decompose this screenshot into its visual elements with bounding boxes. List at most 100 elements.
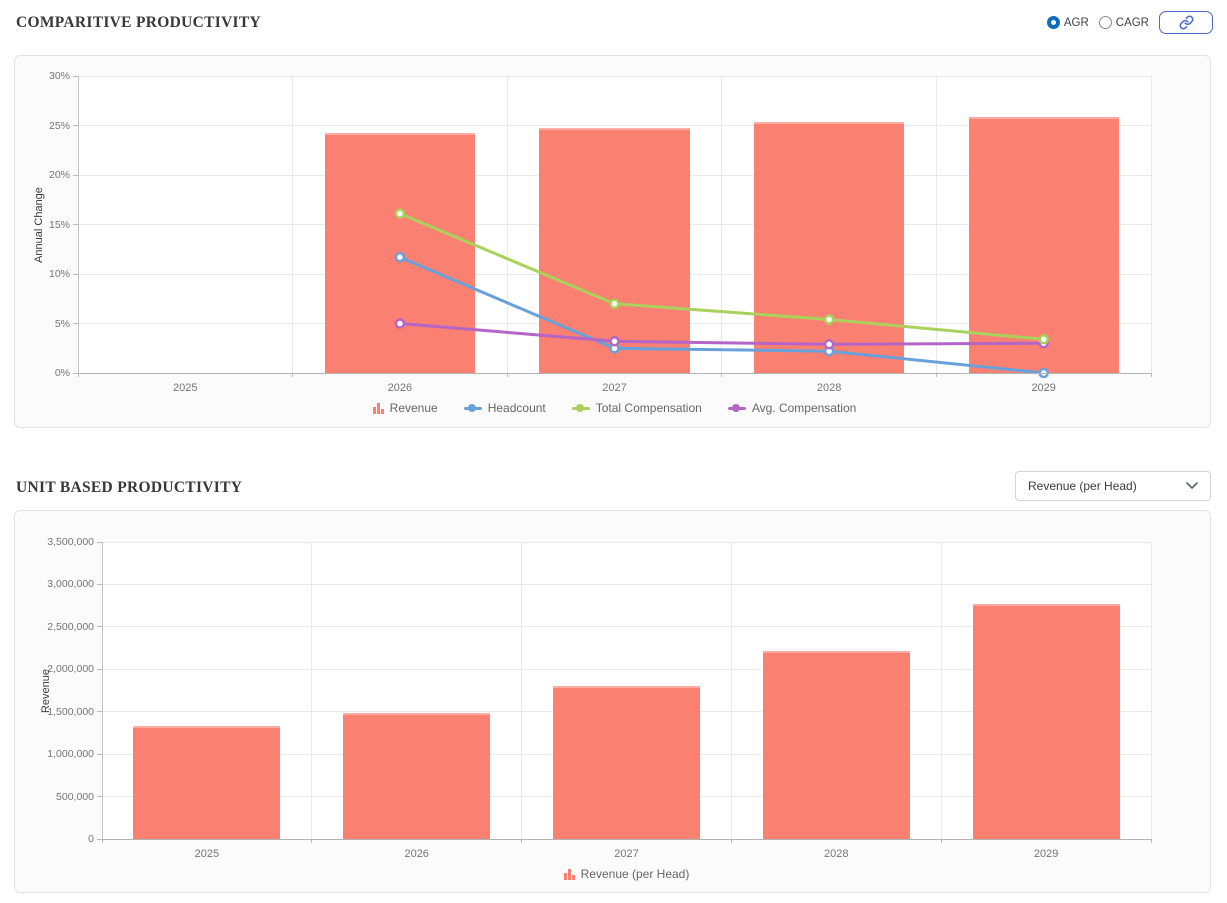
link-icon xyxy=(1179,15,1193,30)
legend-label: Avg. Compensation xyxy=(751,401,857,415)
y-axis-tick-label: 15% xyxy=(48,218,70,231)
radio-cagr-circle[interactable] xyxy=(1098,16,1112,29)
y-tick-mark xyxy=(97,711,102,713)
y-tick-mark xyxy=(97,668,102,670)
y-axis-tick-label: 1,500,000 xyxy=(47,705,94,718)
bar-revenue-per-head-2028[interactable] xyxy=(762,651,910,839)
y-tick-mark xyxy=(73,323,78,324)
legend-item-headcount[interactable]: Headcount xyxy=(463,401,546,415)
x-tick-mark xyxy=(506,373,508,377)
marker-total-compensation-2028[interactable] xyxy=(823,314,835,325)
metric-dropdown-value: Revenue (per Head) xyxy=(1028,479,1137,493)
y-axis-line xyxy=(101,542,103,839)
legend-label: Revenue xyxy=(389,401,438,415)
unit-based-productivity-card: 0 500,000 1,000,000 1,500,000 2,000,000 2,500… xyxy=(14,510,1211,893)
gridline xyxy=(1150,76,1152,373)
legend-bar-icon-bar xyxy=(567,868,571,880)
marker-avg-compensation-2026[interactable] xyxy=(394,318,406,329)
bar-revenue-per-head-2029[interactable] xyxy=(972,603,1120,839)
y-axis-tick-label: 3,500,000 xyxy=(47,536,94,548)
link-button[interactable] xyxy=(1159,11,1213,34)
legend-item-avg-compensation[interactable]: Avg. Compensation xyxy=(727,401,857,415)
legend-line-icon xyxy=(463,403,482,413)
y-tick-mark xyxy=(73,75,78,77)
x-tick-mark xyxy=(101,839,103,843)
legend-line-icon-dot xyxy=(575,404,584,412)
y-tick-mark xyxy=(97,541,102,543)
legend-bar-icon-bar xyxy=(380,408,384,414)
x-axis-tick-label: 2026 xyxy=(404,848,429,860)
chevron-down-icon xyxy=(1186,482,1198,489)
y-axis-line xyxy=(77,76,79,373)
gridline xyxy=(78,75,1151,77)
section-title-comparitive-productivity: COMPARITIVE PRODUCTIVITY xyxy=(16,14,262,31)
bar-revenue-per-head-2026[interactable] xyxy=(343,712,491,839)
bar-revenue-per-head-2027[interactable] xyxy=(553,686,700,839)
comparitive-productivity-card: 0% 5% 10% 15% 20% 25% 30% Annual Change 2025 2026… xyxy=(14,55,1211,428)
x-axis-line xyxy=(102,838,1151,840)
y-axis-title: Annual Change xyxy=(33,186,45,263)
y-axis-tick-label: 2,000,000 xyxy=(47,663,94,676)
x-axis-tick-label: 2029 xyxy=(1031,382,1056,394)
comparitive-productivity-chart: 0% 5% 10% 15% 20% 25% 30% Annual Change 2025 2026… xyxy=(15,56,1210,427)
comparitive-controls: AGR CAGR xyxy=(1046,11,1213,34)
metric-dropdown[interactable]: Revenue (per Head) xyxy=(1015,471,1211,501)
marker-total-compensation-2027[interactable] xyxy=(609,298,620,309)
bar-revenue-2029[interactable] xyxy=(968,116,1119,373)
line-avg-compensation xyxy=(398,322,1046,346)
x-tick-mark xyxy=(292,373,294,377)
radio-agr-circle[interactable] xyxy=(1046,16,1060,29)
gridline xyxy=(935,76,937,373)
radio-option-agr[interactable]: AGR xyxy=(1046,16,1089,29)
gridline xyxy=(506,76,508,373)
legend-item-total-compensation[interactable]: Total Compensation xyxy=(571,401,702,415)
x-tick-mark xyxy=(721,373,723,377)
radio-option-cagr[interactable]: CAGR xyxy=(1098,16,1149,29)
x-axis-tick-label: 2026 xyxy=(387,382,413,394)
gridline xyxy=(1150,542,1152,839)
y-tick-mark xyxy=(73,372,78,374)
gridline xyxy=(102,626,1151,628)
gridline xyxy=(292,76,294,373)
line-total-compensation xyxy=(398,212,1046,341)
x-tick-mark xyxy=(1150,373,1152,377)
x-axis-tick-label: 2027 xyxy=(614,848,639,860)
chart-legend: Revenue (per Head) xyxy=(102,867,1151,881)
gridline xyxy=(940,542,942,839)
x-axis-tick-label: 2025 xyxy=(173,382,198,394)
marker-total-compensation-2026[interactable] xyxy=(394,208,406,219)
marker-headcount-2026[interactable] xyxy=(394,251,406,263)
line-headcount xyxy=(398,255,1046,375)
legend-label: Headcount xyxy=(487,401,546,415)
bar-revenue-per-head-2025[interactable] xyxy=(133,726,281,839)
y-axis-tick-label: 10% xyxy=(48,268,70,280)
legend-item-revenue-per-head[interactable]: Revenue (per Head) xyxy=(563,867,689,881)
legend-bar-icon xyxy=(563,868,575,880)
y-axis-tick-label: 25% xyxy=(48,119,70,132)
legend-line-icon-dot xyxy=(467,404,476,412)
bar-revenue-2028[interactable] xyxy=(753,121,905,373)
legend-bar-icon-bar xyxy=(372,406,376,414)
y-tick-mark xyxy=(97,796,102,798)
marker-total-compensation-2029[interactable] xyxy=(1038,334,1049,345)
legend-item-revenue[interactable]: Revenue xyxy=(372,401,438,415)
y-axis-tick-label: 2,500,000 xyxy=(47,620,94,633)
legend-line-icon xyxy=(727,403,746,413)
chart-legend: Revenue Headcount Total Compensation Avg. C… xyxy=(78,401,1151,415)
marker-avg-compensation-2027[interactable] xyxy=(609,336,620,347)
gridline xyxy=(102,541,1151,543)
x-tick-mark xyxy=(935,373,937,377)
legend-line-icon xyxy=(571,403,590,413)
marker-avg-compensation-2028[interactable] xyxy=(823,339,835,350)
y-axis-tick-label: 0 xyxy=(88,833,94,845)
x-tick-mark xyxy=(311,839,313,843)
y-axis-tick-label: 3,000,000 xyxy=(47,578,94,591)
y-tick-mark xyxy=(73,224,78,225)
gridline xyxy=(78,125,1151,126)
x-tick-mark xyxy=(521,839,523,843)
y-axis-tick-label: 30% xyxy=(48,70,70,82)
gridline xyxy=(721,76,723,373)
unit-based-productivity-chart: 0 500,000 1,000,000 1,500,000 2,000,000 2,500… xyxy=(15,511,1210,892)
bar-revenue-2027[interactable] xyxy=(539,128,690,373)
y-axis-tick-label: 5% xyxy=(54,317,70,330)
